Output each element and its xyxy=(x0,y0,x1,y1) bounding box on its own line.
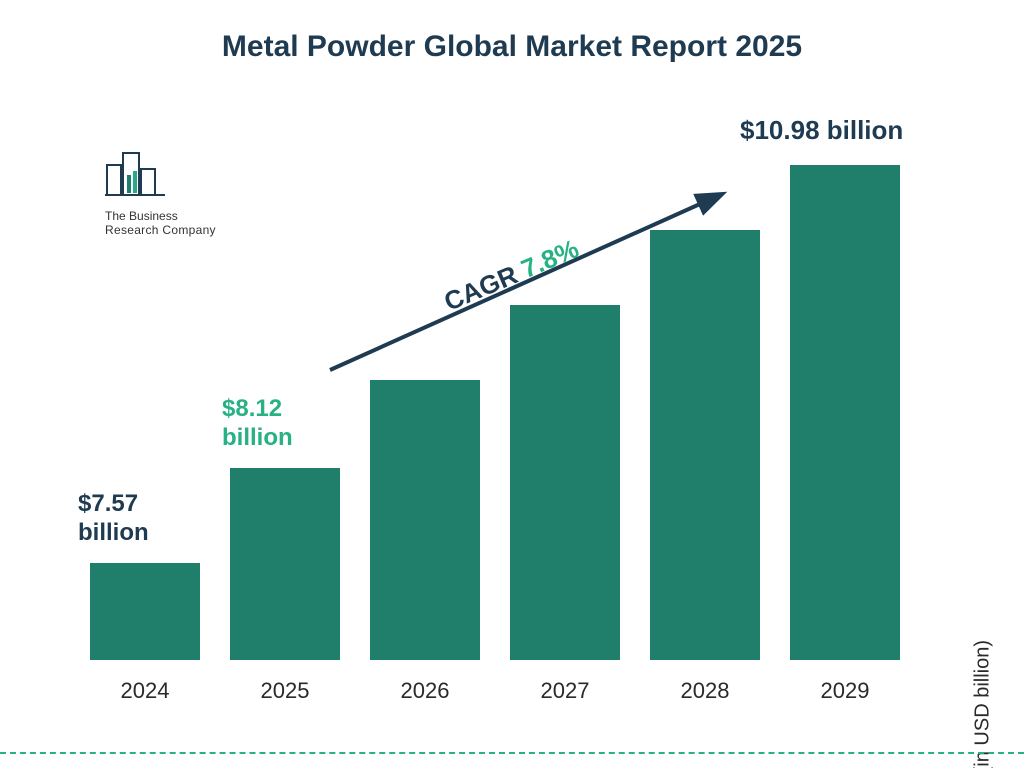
chart-canvas: Metal Powder Global Market Report 2025 T… xyxy=(0,0,1024,768)
bar-2026 xyxy=(370,380,480,660)
bar-2027 xyxy=(510,305,620,660)
xaxis-label-2024: 2024 xyxy=(90,678,200,704)
bar-2024 xyxy=(90,563,200,660)
xaxis-label-2025: 2025 xyxy=(230,678,340,704)
xaxis-label-2027: 2027 xyxy=(510,678,620,704)
value-annotation-2025-line2: billion xyxy=(222,424,293,453)
value-annotation-2024-line1: $7.57 xyxy=(78,490,149,519)
value-annotation-2029: $10.98 billion xyxy=(740,115,903,146)
xaxis-label-2029: 2029 xyxy=(790,678,900,704)
chart-plot-area xyxy=(80,130,910,660)
bar-2028 xyxy=(650,230,760,660)
value-annotation-2025: $8.12 billion xyxy=(222,395,293,453)
value-annotation-2024-line2: billion xyxy=(78,519,149,548)
value-annotation-2024: $7.57 billion xyxy=(78,490,149,548)
bar-2029 xyxy=(790,165,900,660)
bar-2025 xyxy=(230,468,340,660)
xaxis-label-2028: 2028 xyxy=(650,678,760,704)
xaxis-label-2026: 2026 xyxy=(370,678,480,704)
footer-dashed-line xyxy=(0,752,1024,754)
value-annotation-2025-line1: $8.12 xyxy=(222,395,293,424)
yaxis-label: Market Size (in USD billion) xyxy=(972,640,995,768)
